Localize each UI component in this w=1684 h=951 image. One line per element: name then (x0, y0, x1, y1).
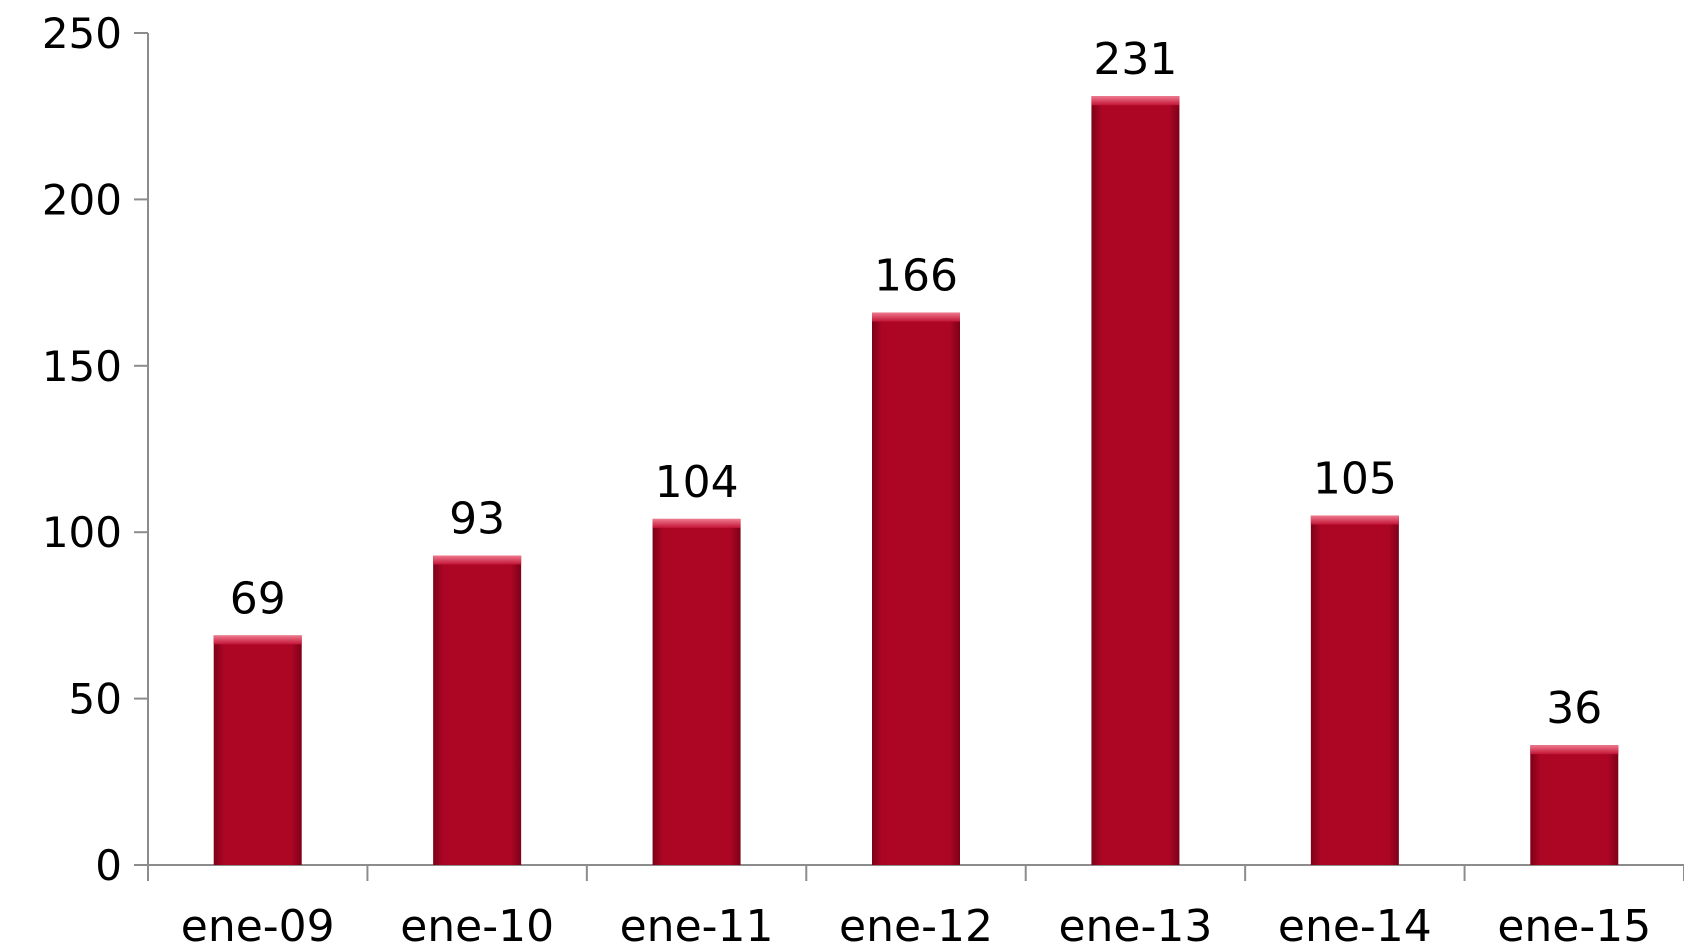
y-tick-label: 0 (95, 841, 122, 890)
y-axis: 0 50 100 150 200 250 (42, 9, 149, 890)
bar-cap-ene-10 (433, 555, 522, 565)
y-tick-label: 200 (42, 175, 122, 224)
bar-ene-13 (1091, 96, 1180, 866)
y-tick-label: 150 (42, 342, 122, 391)
x-category-label: ene-14 (1278, 901, 1432, 951)
data-label-ene-10: 93 (449, 493, 505, 544)
x-category-label: ene-15 (1497, 901, 1651, 951)
y-tick-label: 250 (42, 9, 122, 58)
bar-cap-ene-13 (1091, 96, 1180, 106)
data-label-ene-12: 166 (874, 251, 958, 302)
bar-cap-ene-09 (213, 635, 302, 645)
data-label-ene-11: 104 (655, 457, 739, 508)
data-label-ene-13: 231 (1093, 34, 1177, 85)
y-tick-label: 100 (42, 508, 122, 557)
bar-ene-10 (433, 555, 522, 865)
bars (213, 96, 1619, 866)
data-labels: 69 93 104 166 231 105 36 (230, 34, 1603, 734)
data-label-ene-14: 105 (1313, 454, 1397, 505)
x-axis: ene-09 ene-10 ene-11 ene-12 ene-13 ene-14 ene-… (147, 864, 1684, 951)
y-tick-label: 50 (69, 675, 122, 724)
bar-ene-11 (652, 518, 741, 865)
bar-cap-ene-14 (1310, 515, 1399, 525)
data-label-ene-09: 69 (230, 573, 286, 624)
bar-ene-12 (872, 312, 960, 865)
x-category-label: ene-10 (400, 901, 554, 951)
bar-ene-14 (1310, 515, 1399, 865)
x-category-label: ene-12 (839, 901, 993, 951)
bar-cap-ene-11 (652, 518, 741, 528)
bar-ene-15 (1530, 745, 1619, 865)
bar-cap-ene-12 (872, 312, 960, 322)
data-label-ene-15: 36 (1546, 683, 1602, 734)
x-category-label: ene-11 (620, 901, 774, 951)
bar-cap-ene-15 (1530, 745, 1619, 755)
x-category-label: ene-13 (1058, 901, 1212, 951)
bar-ene-09 (213, 635, 302, 865)
x-category-label: ene-09 (181, 901, 335, 951)
